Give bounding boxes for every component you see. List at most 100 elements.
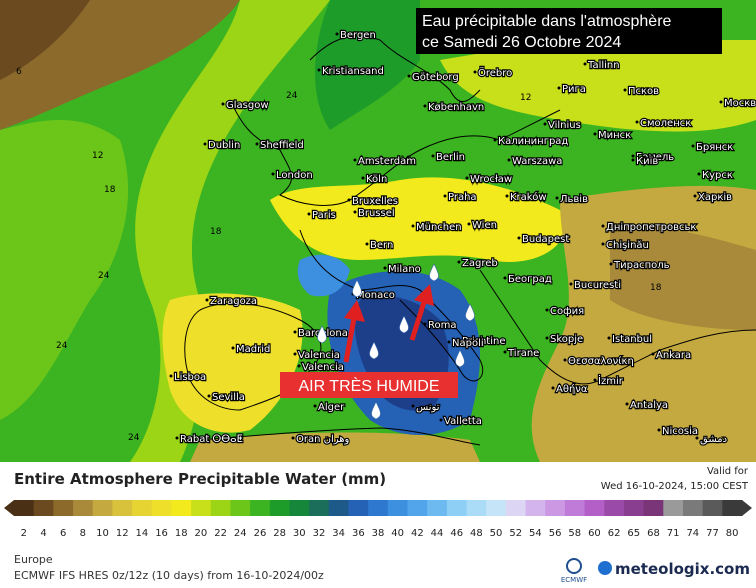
ecmwf-logo [566,558,582,574]
colorbar-segment [151,500,172,516]
city-label: Budapest [522,234,569,245]
colorbar-segment [269,500,290,516]
city-dot [293,352,297,356]
city-label: Napoli [452,338,484,349]
colorbar-tick-label: 18 [175,528,188,539]
colorbar-segment [73,500,94,516]
map [0,0,756,463]
city-label: Wrocław [470,174,512,185]
colorbar-segment [545,500,566,516]
contour-label: 18 [104,185,116,195]
city-dot [697,172,701,176]
city-label: Дніпропетровськ [606,221,696,233]
colorbar-segment [682,500,704,516]
city-label: Valletta [444,416,482,427]
city-dot [347,198,351,202]
colorbar-tick-label: 38 [372,528,385,539]
city-label: Bergen [340,30,376,41]
city-dot [447,340,451,344]
city-dot [457,260,461,264]
city-dot [493,138,497,142]
colorbar-tick-label: 65 [627,528,640,539]
city-dot [691,144,695,148]
city-dot [563,358,567,362]
city-dot [593,132,597,136]
city-dot [439,418,443,422]
colorbar-segment [348,500,369,516]
city-label: Sheffield [260,140,304,151]
annotation-box [280,372,458,398]
colorbar-tick-label: 77 [706,528,719,539]
colorbar-segment [328,500,349,516]
colorbar-tick-label: 26 [254,528,267,539]
colorbar-segment [309,500,330,516]
colorbar-arrow [742,500,752,516]
legend-title: Entire Atmosphere Precipitable Water (mm… [14,470,386,488]
valid-label: Valid for [707,466,749,477]
city-dot [623,88,627,92]
city-dot [467,222,471,226]
city-label: Bern [370,240,393,251]
city-label: Vilnius [548,120,581,131]
city-dot [293,330,297,334]
city-label: Αθήνα [556,383,588,395]
city-dot [695,436,699,440]
city-dot [609,262,613,266]
contour-label: 24 [56,341,68,351]
colorbar-tick-label: 20 [195,528,208,539]
city-dot [473,70,477,74]
brand[interactable]: meteologix.com [615,560,750,578]
colorbar-tick-label: 12 [116,528,129,539]
city-dot [465,176,469,180]
colorbar-tick-label: 14 [136,528,149,539]
colorbar-tick-label: 60 [588,528,601,539]
city-dot [555,196,559,200]
colorbar-segment [14,500,35,516]
city-label: Львів [560,193,588,205]
valid-time: Wed 16-10-2024, 15:00 CEST [601,481,749,492]
colorbar-tick-label: 46 [450,528,463,539]
city-label: Berlin [436,152,465,163]
city-label: Lisboa [174,372,206,383]
city-label: Istanbul [612,334,652,345]
colorbar-segment [584,500,605,516]
city-label: İzmir [598,374,624,387]
city-label: София [550,306,584,317]
city-dot [291,436,295,440]
city-label: Kraków [510,191,547,203]
city-dot [335,32,339,36]
colorbar-segment [171,500,192,516]
contour-label: 6 [16,67,22,77]
city-label: Bruxelles [352,196,398,207]
contour-label: 12 [92,151,103,161]
colorbar: 2 4 6 8 10 12 14 16 18 20 22 24 26 28 30 32 34 36 38 40 42 44… [4,500,752,539]
colorbar-segment [250,500,271,516]
city-dot [693,194,697,198]
colorbar-segment [427,500,448,516]
city-label: Гомель [636,152,674,163]
city-dot [361,176,365,180]
city-label: Chişinău [606,240,649,251]
colorbar-tick-label: 54 [529,528,542,539]
city-dot [601,224,605,228]
city-dot [411,224,415,228]
city-dot [443,194,447,198]
city-dot [631,158,635,162]
model-info: ECMWF IFS HRES 0z/12z (10 days) from 16-… [14,569,324,582]
city-dot [457,338,461,342]
city-dot [411,404,415,408]
colorbar-segment [663,500,684,516]
colorbar-segment [486,500,507,516]
colorbar-tick-label: 74 [686,528,699,539]
city-dot [607,336,611,340]
city-label: Ankara [656,350,691,361]
city-label: Москва [724,98,756,109]
city-label: Wien [472,220,497,231]
colorbar-tick-label: 10 [96,528,109,539]
city-dot [271,172,275,176]
city-dot [207,394,211,398]
city-label: Смоленск [640,118,691,129]
city-dot [353,158,357,162]
